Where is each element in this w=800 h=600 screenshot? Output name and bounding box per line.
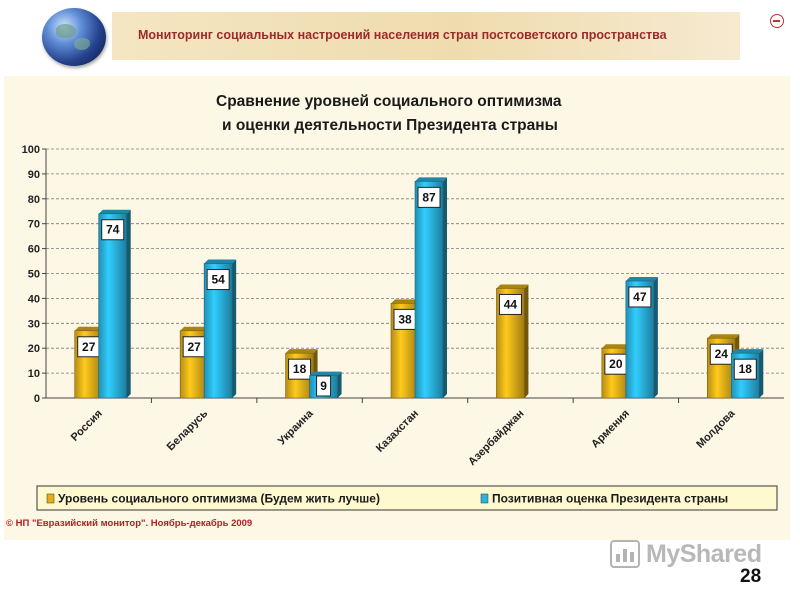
value-label-box xyxy=(498,293,522,315)
chart-panel: Сравнение уровней социального оптимизма и… xyxy=(4,76,790,540)
value-label-box xyxy=(316,375,332,397)
value-label: 44 xyxy=(504,297,518,311)
presentation-board-icon xyxy=(610,540,640,568)
category-label: Россия xyxy=(69,408,105,444)
bar-side xyxy=(653,276,658,398)
y-tick-label: 40 xyxy=(28,293,40,305)
chart: Сравнение уровней социального оптимизма и… xyxy=(22,93,784,511)
bar-side xyxy=(126,209,131,398)
category-label: Беларусь xyxy=(165,407,211,453)
bar-top xyxy=(731,349,764,354)
bar-side xyxy=(524,284,529,398)
y-tick-label: 60 xyxy=(28,244,40,256)
y-tick-label: 0 xyxy=(34,393,40,405)
watermark-text: MyShared xyxy=(646,539,762,568)
bar-top xyxy=(204,259,237,264)
copyright-text: © НП "Евразийский монитор". Ноябрь-декаб… xyxy=(6,518,253,529)
bar-top xyxy=(309,371,342,376)
value-label: 27 xyxy=(187,340,201,354)
category-label: Молдова xyxy=(694,407,738,451)
bar-side xyxy=(759,349,764,398)
header-title: Мониторинг социальных настроений населен… xyxy=(138,28,667,42)
category-label: Армения xyxy=(589,408,632,451)
bar-top xyxy=(415,177,447,182)
bar-side xyxy=(232,259,237,398)
chart-title: Сравнение уровней социального оптимизма xyxy=(216,93,562,110)
value-label: 24 xyxy=(715,347,729,361)
legend-label: Уровень социального оптимизма (Будем жит… xyxy=(58,492,380,506)
y-tick-label: 10 xyxy=(28,368,40,380)
category-label: Казахстан xyxy=(374,408,421,455)
bar-side xyxy=(337,371,342,398)
y-tick-label: 30 xyxy=(28,318,40,330)
value-label: 18 xyxy=(739,362,753,376)
bar-side xyxy=(443,177,447,398)
y-tick-label: 20 xyxy=(28,343,40,355)
globe-icon xyxy=(42,8,106,66)
value-label: 87 xyxy=(422,190,436,204)
y-tick-label: 80 xyxy=(28,194,40,206)
category-label: Украина xyxy=(276,407,316,447)
bar xyxy=(98,213,128,399)
value-label: 27 xyxy=(82,340,96,354)
bar xyxy=(414,181,444,399)
legend-box xyxy=(36,485,778,511)
value-label: 47 xyxy=(633,290,647,304)
value-label: 20 xyxy=(609,357,623,371)
category-label: Азербайджан xyxy=(466,408,526,468)
y-tick-label: 100 xyxy=(22,144,40,156)
bar-top xyxy=(285,349,318,354)
value-label: 74 xyxy=(106,223,120,237)
value-label-box xyxy=(101,219,125,241)
value-label: 54 xyxy=(211,273,225,287)
value-label: 38 xyxy=(398,312,412,326)
bar-top xyxy=(98,209,131,214)
bar-top xyxy=(625,276,658,281)
legend-label: Позитивная оценка Президента страны xyxy=(492,492,728,506)
y-tick-label: 90 xyxy=(28,169,40,181)
value-label-box xyxy=(206,269,230,291)
bar-top xyxy=(707,334,740,339)
value-label-box xyxy=(628,286,652,308)
chart-subtitle: и оценки деятельности Президента страны xyxy=(222,117,558,134)
page-number: 28 xyxy=(740,566,762,587)
y-tick-label: 70 xyxy=(28,219,40,231)
legend-swatch xyxy=(480,493,489,504)
header-banner: Мониторинг социальных настроений населен… xyxy=(112,12,740,60)
value-label: 9 xyxy=(320,379,327,393)
legend-swatch xyxy=(46,493,55,504)
value-label-box xyxy=(288,358,312,380)
value-label: 18 xyxy=(293,362,307,376)
watermark: MyShared xyxy=(610,538,762,570)
minus-circle-icon[interactable] xyxy=(770,14,784,28)
y-tick-label: 50 xyxy=(28,269,40,281)
value-label-box xyxy=(733,358,757,380)
bar-top xyxy=(496,284,529,289)
value-label-box xyxy=(417,186,441,208)
